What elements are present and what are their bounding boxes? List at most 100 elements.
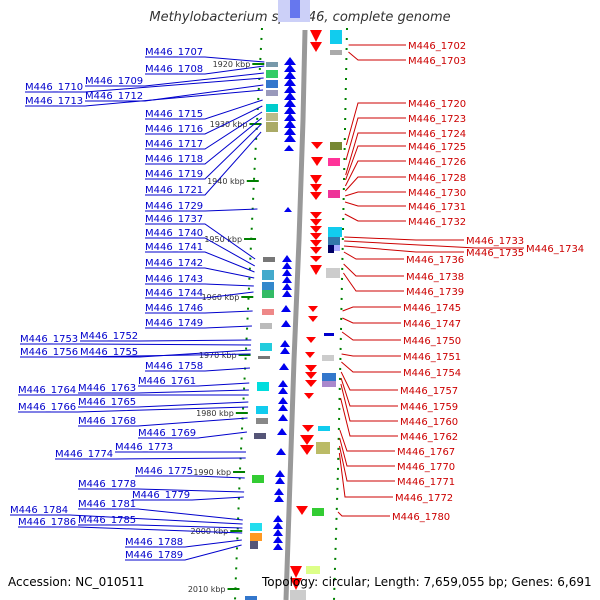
right-gene-label[interactable]: M446_1747 — [403, 319, 461, 330]
left-leader-line — [145, 223, 256, 260]
left-leader-line — [145, 325, 252, 329]
left-leader-line — [80, 339, 252, 342]
right-leader-line — [344, 213, 406, 222]
right-gene-label[interactable]: M446_1760 — [400, 417, 458, 428]
left-gene-label[interactable]: M446_1740 — [145, 228, 203, 239]
left-gene-label[interactable]: M446_1766 — [18, 402, 76, 413]
left-gene-label[interactable]: M446_1764 — [18, 385, 76, 396]
left-gene-label[interactable]: M446_1752 — [80, 331, 138, 342]
left-gene-label[interactable]: M446_1713 — [25, 96, 83, 107]
left-gene-label[interactable]: M446_1779 — [132, 490, 190, 501]
right-gene-label[interactable]: M446_1732 — [408, 217, 466, 228]
left-gene-label[interactable]: M446_1775 — [135, 466, 193, 477]
left-gene-label[interactable]: M446_1746 — [145, 303, 203, 314]
right-gene-label[interactable]: M446_1750 — [403, 336, 461, 347]
left-gene-label[interactable]: M446_1710 — [25, 82, 83, 93]
left-gene-label[interactable]: M446_1789 — [125, 550, 183, 561]
right-gene-label[interactable]: M446_1770 — [397, 462, 455, 473]
right-gene-label[interactable]: M446_1772 — [395, 493, 453, 504]
right-leader-line — [341, 353, 401, 357]
left-gene-label[interactable]: M446_1737 — [145, 214, 203, 225]
left-gene-label[interactable]: M446_1768 — [78, 416, 136, 427]
left-gene-label[interactable]: M446_1742 — [145, 258, 203, 269]
right-leader-line — [339, 437, 395, 467]
ruler-label: 2010 kbp — [188, 585, 226, 594]
left-gene-label[interactable]: M446_1769 — [138, 428, 196, 439]
right-gene-label[interactable]: M446_1702 — [408, 41, 466, 52]
right-gene-label[interactable]: M446_1724 — [408, 129, 466, 140]
left-gene-label[interactable]: M446_1763 — [78, 383, 136, 394]
right-leader-line — [340, 397, 398, 437]
right-gene-label[interactable]: M446_1736 — [406, 255, 464, 266]
right-gene-label[interactable]: M446_1723 — [408, 114, 466, 125]
right-gene-label[interactable]: M446_1731 — [408, 202, 466, 213]
right-gene-label[interactable]: M446_1728 — [408, 173, 466, 184]
right-leader-line — [338, 452, 393, 498]
left-gene-label[interactable]: M446_1761 — [138, 376, 196, 387]
left-gene-label[interactable]: M446_1743 — [145, 274, 203, 285]
top-gene-block-inner — [290, 0, 300, 18]
left-gene-leaders: M446_1707M446_1708M446_1709M446_1710M446… — [10, 47, 265, 561]
right-gene-label[interactable]: M446_1762 — [400, 432, 458, 443]
left-gene-label[interactable]: M446_1718 — [145, 154, 203, 165]
left-gene-label[interactable]: M446_1784 — [10, 505, 68, 516]
left-gene-label[interactable]: M446_1709 — [85, 76, 143, 87]
left-gene-label[interactable]: M446_1786 — [18, 517, 76, 528]
left-leader-line — [135, 475, 245, 479]
ruler-label: 1950 kbp — [204, 235, 242, 244]
left-gene-label[interactable]: M446_1749 — [145, 318, 203, 329]
right-gene-label[interactable]: M446_1759 — [400, 402, 458, 413]
right-leader-line — [348, 51, 406, 61]
left-leader-line — [138, 431, 247, 439]
right-gene-label[interactable]: M446_1771 — [397, 477, 455, 488]
right-gene-label[interactable]: M446_1739 — [406, 287, 464, 298]
left-gene-label[interactable]: M446_1744 — [145, 288, 203, 299]
right-gene-label[interactable]: M446_1703 — [408, 56, 466, 67]
right-leader-line — [344, 160, 406, 187]
left-gene-label[interactable]: M446_1712 — [85, 91, 143, 102]
left-gene-label[interactable]: M446_1717 — [145, 139, 203, 150]
right-gene-label[interactable]: M446_1754 — [403, 368, 461, 379]
right-leader-line — [340, 371, 398, 391]
left-gene-label[interactable]: M446_1707 — [145, 47, 203, 58]
right-gene-label[interactable]: M446_1734 — [526, 244, 584, 255]
left-leader-line — [125, 544, 242, 561]
right-gene-label[interactable]: M446_1733 — [466, 236, 524, 247]
right-gene-label[interactable]: M446_1738 — [406, 272, 464, 283]
left-gene-label[interactable]: M446_1778 — [78, 479, 136, 490]
left-gene-label[interactable]: M446_1755 — [80, 347, 138, 358]
left-leader-line — [145, 56, 265, 63]
left-gene-label[interactable]: M446_1785 — [78, 515, 136, 526]
left-gene-label[interactable]: M446_1729 — [145, 201, 203, 212]
left-leader-line — [145, 367, 250, 372]
right-gene-label[interactable]: M446_1751 — [403, 352, 461, 363]
right-gene-label[interactable]: M446_1720 — [408, 99, 466, 110]
left-gene-label[interactable]: M446_1781 — [78, 499, 136, 510]
left-gene-label[interactable]: M446_1715 — [145, 109, 203, 120]
left-gene-label[interactable]: M446_1721 — [145, 185, 203, 196]
right-gene-label[interactable]: M446_1767 — [397, 447, 455, 458]
left-leader-line — [145, 208, 258, 212]
right-gene-label[interactable]: M446_1780 — [392, 512, 450, 523]
right-gene-label[interactable]: M446_1730 — [408, 188, 466, 199]
right-leader-line — [345, 102, 406, 146]
right-gene-label[interactable]: M446_1725 — [408, 142, 466, 153]
right-gene-label[interactable]: M446_1726 — [408, 157, 466, 168]
left-gene-label[interactable]: M446_1741 — [145, 242, 203, 253]
left-gene-label[interactable]: M446_1716 — [145, 124, 203, 135]
left-gene-label[interactable]: M446_1758 — [145, 361, 203, 372]
right-leader-line — [339, 445, 395, 482]
left-arrows — [273, 57, 296, 550]
left-gene-label[interactable]: M446_1773 — [115, 442, 173, 453]
left-gene-label[interactable]: M446_1756 — [20, 347, 78, 358]
left-gene-label[interactable]: M446_1788 — [125, 537, 183, 548]
left-gene-label[interactable]: M446_1708 — [145, 64, 203, 75]
left-gene-label[interactable]: M446_1719 — [145, 169, 203, 180]
right-gene-label[interactable]: M446_1745 — [403, 303, 461, 314]
right-gene-label[interactable]: M446_1757 — [400, 386, 458, 397]
left-leader-line — [145, 65, 265, 75]
left-gene-label[interactable]: M446_1774 — [55, 449, 113, 460]
right-gene-label[interactable]: M446_1735 — [466, 248, 524, 259]
left-gene-label[interactable]: M446_1765 — [78, 397, 136, 408]
left-gene-label[interactable]: M446_1753 — [20, 334, 78, 345]
